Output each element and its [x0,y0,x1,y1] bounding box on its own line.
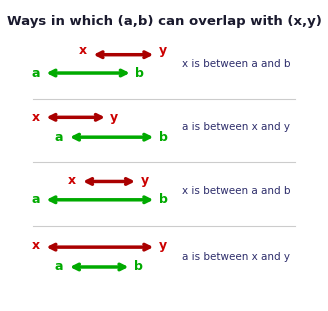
Text: b: b [135,67,144,80]
Text: y: y [159,239,167,252]
Text: x is between a and b: x is between a and b [182,186,291,196]
Text: y: y [159,44,167,57]
Text: a is between x and y: a is between x and y [182,252,290,262]
Text: x: x [31,111,40,124]
Text: x: x [31,239,40,252]
Text: a: a [55,131,63,144]
Text: x: x [79,44,87,57]
Text: y: y [140,174,149,187]
Text: a: a [31,67,40,80]
Text: b: b [159,131,168,144]
Text: a: a [31,193,40,206]
Text: Ways in which (a,b) can overlap with (x,y): Ways in which (a,b) can overlap with (x,… [7,15,321,28]
Text: y: y [110,111,118,124]
Text: a is between x and y: a is between x and y [182,122,290,132]
Text: x is between a and b: x is between a and b [182,59,291,69]
Text: x: x [68,174,76,187]
Text: a: a [55,261,63,273]
Text: b: b [134,261,143,273]
Text: b: b [159,193,168,206]
